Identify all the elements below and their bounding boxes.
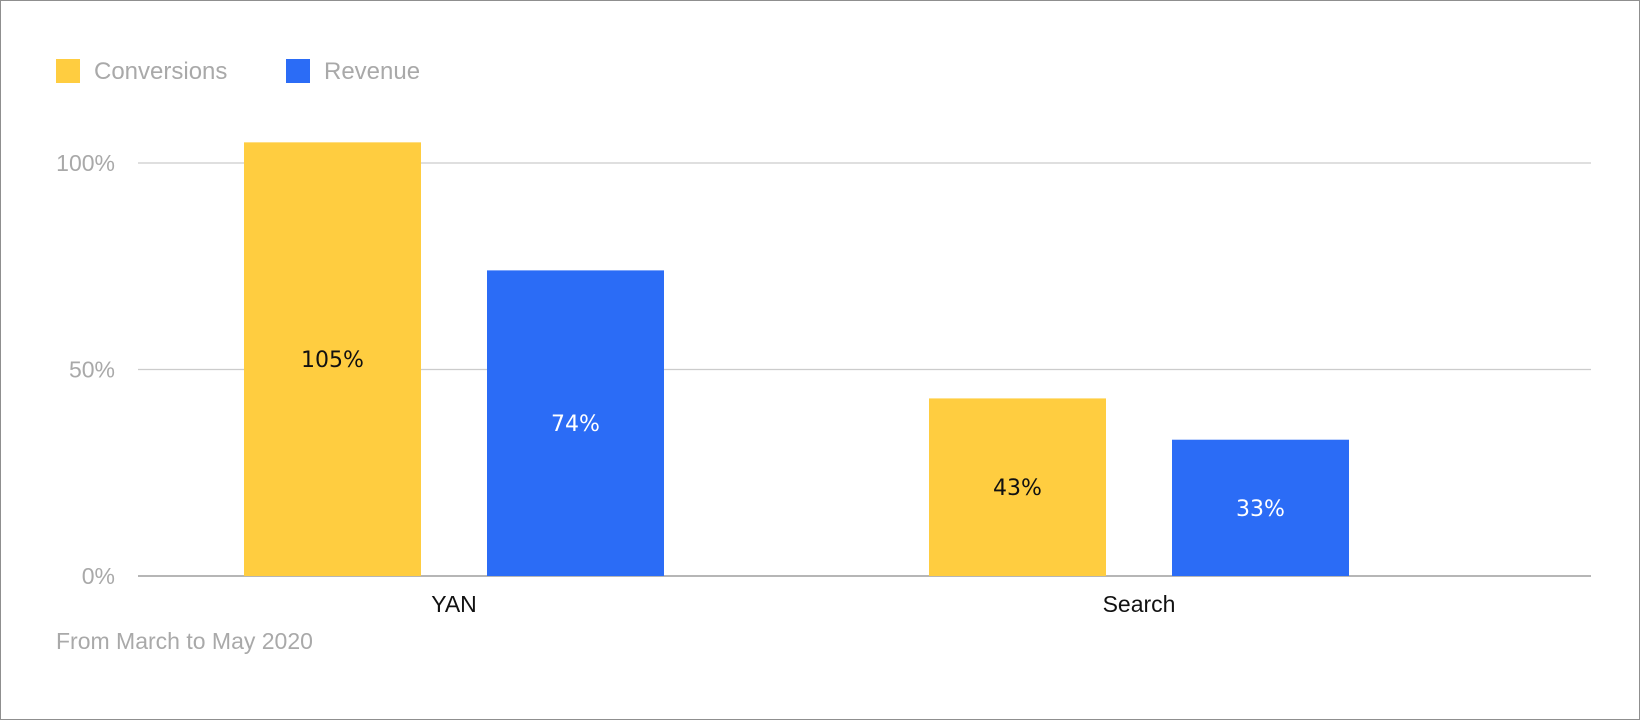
bar-revenue-yan <box>487 270 664 576</box>
y-tick-label: 50% <box>69 357 115 383</box>
y-tick-label: 100% <box>56 150 115 176</box>
bar-conversions-search <box>929 398 1106 576</box>
data-label: 33% <box>1236 497 1285 522</box>
x-category-label: YAN <box>431 591 477 617</box>
bar-conversions-yan <box>244 142 421 576</box>
legend-label: Revenue <box>324 58 420 85</box>
legend-swatch <box>286 59 310 83</box>
legend-swatch <box>56 59 80 83</box>
legend: Conversions Revenue <box>56 58 420 85</box>
bars <box>244 142 1349 576</box>
legend-label: Conversions <box>94 58 227 85</box>
x-category-label: Search <box>1103 591 1176 617</box>
bar-revenue-search <box>1172 439 1349 576</box>
y-axis-ticks: 0% 50% 100% <box>56 150 115 589</box>
y-tick-label: 0% <box>82 563 115 589</box>
data-label: 105% <box>301 348 364 373</box>
data-label: 74% <box>551 412 600 437</box>
footnote: From March to May 2020 <box>56 628 313 654</box>
data-label: 43% <box>993 476 1042 501</box>
x-axis-categories: YAN Search <box>431 591 1175 617</box>
data-labels: 105% 74% 43% 33% <box>301 348 1285 522</box>
